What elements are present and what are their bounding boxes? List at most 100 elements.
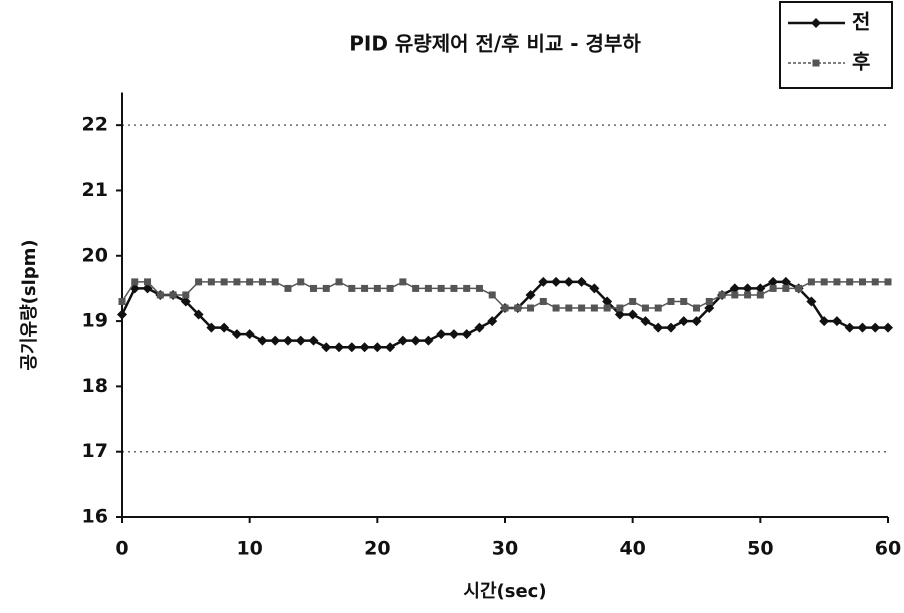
point <box>729 283 740 294</box>
point <box>527 304 535 312</box>
point <box>678 316 689 327</box>
point <box>833 278 841 286</box>
point <box>206 322 217 333</box>
point <box>538 276 549 287</box>
point <box>807 278 815 286</box>
point <box>806 296 817 307</box>
point <box>654 304 662 312</box>
point <box>258 278 266 286</box>
point <box>576 276 587 287</box>
point <box>565 304 573 312</box>
point <box>346 342 357 353</box>
point <box>182 291 190 299</box>
point <box>334 342 345 353</box>
point <box>691 316 702 327</box>
point <box>883 322 893 333</box>
point <box>641 304 649 312</box>
point <box>410 335 421 346</box>
point <box>551 276 562 287</box>
point <box>627 309 638 320</box>
point <box>488 291 496 299</box>
point <box>616 304 624 312</box>
point <box>742 283 753 294</box>
y-tick-label: 17 <box>82 440 108 462</box>
point <box>795 284 803 292</box>
point <box>680 297 688 305</box>
point <box>193 309 204 320</box>
point <box>768 276 779 287</box>
point <box>475 284 483 292</box>
point <box>335 278 343 286</box>
x-axis-label: 시간(sec) <box>463 581 546 602</box>
point <box>525 289 536 300</box>
x-tick-label: 20 <box>364 538 390 560</box>
point <box>819 316 830 327</box>
point <box>704 303 715 314</box>
point <box>884 278 892 286</box>
point <box>844 322 855 333</box>
point <box>846 278 854 286</box>
point <box>487 316 498 327</box>
point <box>169 291 177 299</box>
point <box>831 316 842 327</box>
point <box>437 284 445 292</box>
point <box>372 342 383 353</box>
point <box>640 316 651 327</box>
point <box>589 283 600 294</box>
point <box>474 322 485 333</box>
point <box>423 335 434 346</box>
y-tick-label: 18 <box>82 375 108 397</box>
point <box>231 329 242 340</box>
point <box>820 278 828 286</box>
point <box>386 284 394 292</box>
point <box>780 276 791 287</box>
x-tick-label: 10 <box>236 538 262 560</box>
point <box>220 278 228 286</box>
point <box>359 342 370 353</box>
point <box>282 335 293 346</box>
point <box>603 304 611 312</box>
point <box>857 322 868 333</box>
point <box>653 322 664 333</box>
point <box>578 304 586 312</box>
point <box>246 278 254 286</box>
y-tick-label: 22 <box>82 114 108 136</box>
point <box>424 284 432 292</box>
point <box>322 284 330 292</box>
point <box>257 335 268 346</box>
point <box>463 284 471 292</box>
point <box>461 329 472 340</box>
point <box>563 276 574 287</box>
legend-label: 전 <box>852 10 870 34</box>
point <box>297 278 305 286</box>
x-tick-label: 30 <box>492 538 518 560</box>
point <box>373 284 381 292</box>
point <box>744 291 752 299</box>
point <box>590 304 598 312</box>
point <box>769 284 777 292</box>
point <box>156 291 164 299</box>
point <box>270 335 281 346</box>
point <box>117 309 127 320</box>
legend-box <box>779 1 893 89</box>
point <box>858 278 866 286</box>
point <box>812 59 820 67</box>
y-axis-label: 공기유량(slpm) <box>19 239 40 370</box>
point <box>811 18 821 28</box>
x-tick-label: 0 <box>115 538 128 560</box>
point <box>118 297 126 305</box>
point <box>271 278 279 286</box>
point <box>142 283 153 294</box>
point <box>731 291 739 299</box>
point <box>782 284 790 292</box>
legend-label: 후 <box>852 50 870 74</box>
point <box>397 335 408 346</box>
x-tick-label: 60 <box>875 538 901 560</box>
point <box>399 278 407 286</box>
point <box>195 278 203 286</box>
point <box>207 278 215 286</box>
y-tick-label: 20 <box>82 244 108 266</box>
point <box>718 291 726 299</box>
point <box>321 342 332 353</box>
